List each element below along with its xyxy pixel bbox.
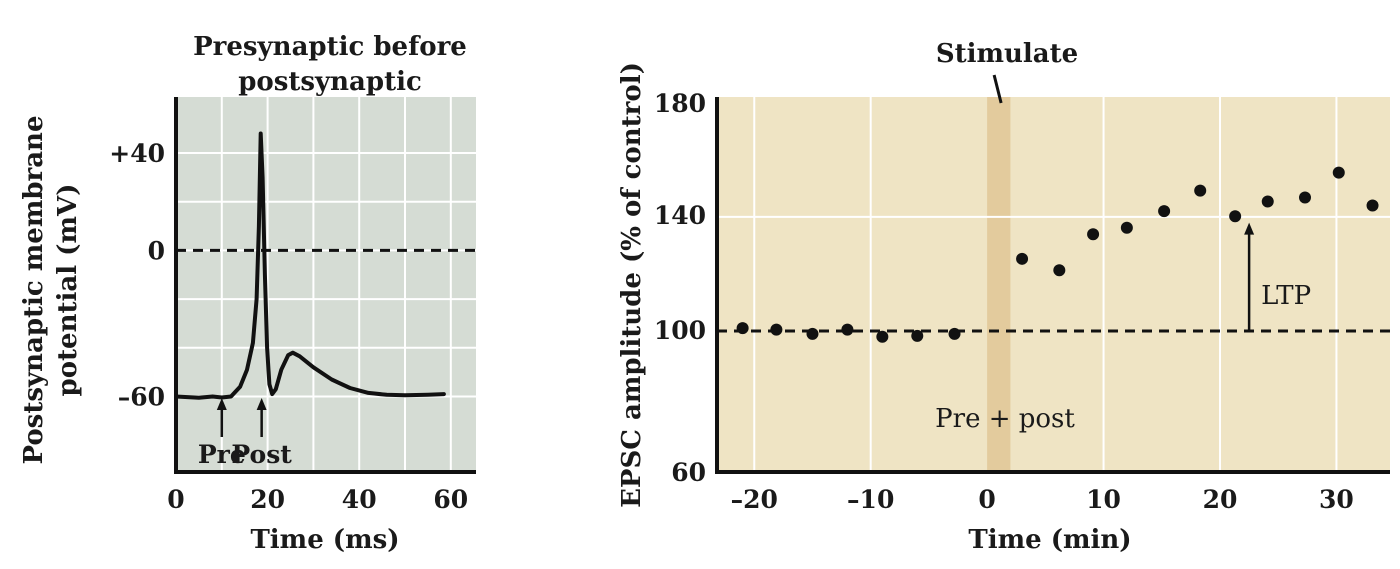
y-tick-label: 0 — [148, 236, 165, 265]
y-tick-label: 100 — [654, 316, 706, 345]
stimulus-band — [987, 97, 1011, 472]
left-x-axis-label: Time (ms) — [250, 525, 399, 555]
data-point — [948, 327, 961, 340]
left-y-axis-label-line2: potential (mV) — [53, 184, 83, 397]
data-point — [1016, 252, 1029, 265]
ltp-label: LTP — [1261, 281, 1311, 311]
data-point — [841, 323, 854, 336]
stimulate-pointer — [992, 74, 1003, 104]
axes — [174, 97, 476, 474]
left-y-axis-label-line1: Postsynaptic membrane — [19, 115, 49, 464]
annotation-label-post: Post — [231, 440, 292, 469]
y-tick-label: 180 — [654, 89, 706, 118]
data-point — [911, 329, 924, 342]
right-x-axis-label: Time (min) — [968, 525, 1131, 555]
left-chart-title-line1: Presynaptic before — [193, 32, 467, 62]
data-point — [1087, 228, 1100, 241]
membrane-potential-line — [174, 131, 446, 400]
right-chart: Pre + post LTP –20 –10 0 10 20 30 180 140 100 60 — [654, 74, 1390, 514]
data-point — [1229, 210, 1242, 223]
data-point — [1053, 264, 1066, 277]
data-point — [806, 327, 819, 340]
x-tick-label: –10 — [847, 485, 894, 514]
data-point — [736, 322, 749, 335]
x-tick-label: 0 — [978, 485, 995, 514]
x-tick-label: 40 — [342, 485, 377, 514]
right-y-axis-label: EPSC amplitude (% of control) — [617, 62, 647, 508]
x-tick-label: 10 — [1086, 485, 1121, 514]
annotation-label-pre: Pre — [198, 440, 246, 469]
y-tick-label: 140 — [654, 201, 706, 230]
data-point — [1366, 199, 1379, 212]
arrow-head-icon — [216, 398, 227, 410]
y-tick-label: 60 — [671, 458, 706, 487]
x-tick-label: 30 — [1319, 485, 1354, 514]
axes — [715, 97, 1390, 474]
data-point — [1120, 221, 1133, 234]
x-tick-label: 20 — [250, 485, 285, 514]
stimulate-label: Stimulate — [936, 39, 1078, 69]
x-tick-label: 20 — [1203, 485, 1238, 514]
data-point — [1158, 205, 1171, 218]
data-point — [1194, 184, 1207, 197]
y-tick-label: +40 — [109, 139, 165, 168]
plot-background — [717, 97, 1390, 472]
data-point — [770, 323, 783, 336]
x-tick-label: –20 — [731, 485, 778, 514]
data-point — [1299, 191, 1312, 204]
left-chart-title-line2: postsynaptic — [238, 67, 422, 97]
data-point — [876, 330, 889, 343]
y-tick-label: –60 — [118, 383, 165, 412]
x-tick-label: 0 — [167, 485, 184, 514]
pre-post-label: Pre + post — [935, 404, 1075, 434]
data-point — [1332, 166, 1345, 179]
arrow-head-icon — [256, 398, 267, 410]
data-point — [1261, 195, 1274, 208]
ltp-arrow-head-icon — [1244, 222, 1255, 235]
x-tick-label: 60 — [433, 485, 468, 514]
